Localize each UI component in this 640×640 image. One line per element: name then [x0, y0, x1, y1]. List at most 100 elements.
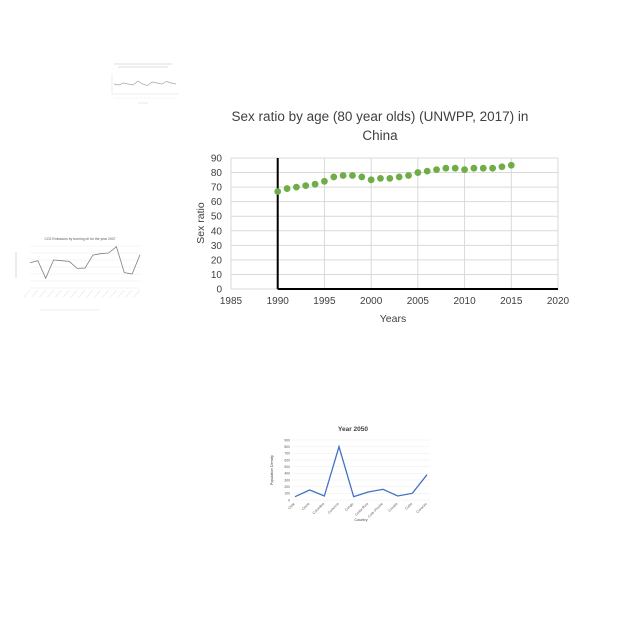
data-point — [433, 166, 440, 174]
y-tick-label: 90 — [211, 154, 223, 165]
x-tick-label: 2000 — [360, 296, 383, 307]
pd-x-axis-label: Country — [354, 518, 367, 522]
co2-chart-svg: CO2 Emissions by burning oil for the yea… — [15, 237, 141, 311]
pd-y-tick-label: 500 — [284, 465, 290, 469]
pd-y-tick-label: 300 — [284, 478, 290, 482]
pd-y-tick-label: 600 — [284, 458, 290, 462]
x-tick-label: 1990 — [267, 296, 290, 307]
y-tick-label: 60 — [211, 197, 223, 208]
x-tick-label: 1985 — [220, 296, 243, 307]
pd-y-tick-label: 400 — [284, 472, 290, 476]
y-tick-label: 0 — [216, 285, 222, 296]
data-point — [489, 164, 496, 172]
pd-x-tick-label: Cote d'Ivoire — [367, 502, 384, 519]
co2-x-tick-mark — [110, 289, 117, 298]
sex-ratio-chart-svg: Sex ratio by age (80 year olds) (UNWPP, … — [195, 109, 570, 325]
data-point — [358, 173, 366, 181]
population-density-chart-svg: Year 2050 0 100 200 300 400 500 600 700 800 900 C… — [270, 426, 430, 522]
thumbnail-top-series-line — [113, 80, 177, 86]
sex-ratio-chart: Sex ratio by age (80 year olds) (UNWPP, … — [180, 100, 580, 330]
co2-x-tick-mark — [39, 289, 46, 298]
co2-x-tick-mark — [125, 289, 133, 298]
data-point — [395, 173, 403, 181]
pd-gridlines — [292, 439, 430, 501]
data-point — [498, 163, 506, 171]
y-tick-label: 20 — [211, 255, 223, 266]
pd-series-line — [294, 444, 428, 498]
pd-x-tick-label: Comoros — [327, 502, 340, 515]
data-point — [414, 169, 422, 176]
data-point — [451, 164, 459, 172]
pd-y-tick-label: 700 — [284, 452, 290, 456]
x-tick-label: 2010 — [453, 296, 476, 307]
pd-x-tick-label: Chile — [287, 502, 296, 511]
x-tick-label: 2005 — [407, 296, 430, 307]
thumbnail-chart-co2: CO2 Emissions by burning oil for the yea… — [10, 236, 144, 314]
co2-x-tick-mark — [70, 289, 78, 298]
data-point — [302, 182, 310, 190]
data-point — [470, 164, 478, 172]
co2-chart-title: CO2 Emissions by burning oil for the yea… — [44, 237, 115, 241]
data-point — [321, 177, 328, 185]
chart-title-line-2: China — [362, 128, 398, 143]
co2-x-tick-mark — [102, 289, 109, 298]
data-point — [507, 161, 515, 169]
pd-x-tick-labels: Chile China Colombia Comoros Congo Costa Rica… — [287, 502, 428, 519]
y-tick-label: 70 — [211, 183, 223, 194]
co2-x-tick-mark — [23, 289, 31, 298]
pd-x-tick-label: Curacao — [416, 502, 428, 514]
data-point — [339, 172, 347, 179]
data-point — [283, 185, 291, 192]
co2-x-tick-mark — [94, 289, 101, 298]
data-point — [405, 172, 412, 179]
y-tick-label: 30 — [211, 241, 223, 252]
pd-x-tick-label: Croatia — [388, 502, 399, 513]
data-point — [377, 174, 384, 182]
co2-x-tick-mark — [86, 289, 94, 298]
y-tick-label: 10 — [211, 270, 223, 281]
data-point — [330, 173, 338, 181]
co2-x-tick-mark — [118, 289, 125, 298]
pd-x-tick-label: Cuba — [404, 502, 413, 511]
data-point — [274, 188, 282, 195]
co2-x-tick-mark — [133, 289, 141, 298]
x-tick-label: 2020 — [547, 296, 570, 307]
gridlines — [230, 157, 559, 290]
thumbnail-chart-top — [104, 62, 182, 106]
x-axis-label: Years — [380, 313, 406, 325]
data-point — [442, 164, 450, 172]
x-tick-labels: 1985 1990 1995 2000 2005 2010 2015 2020 — [220, 296, 570, 307]
data-point — [349, 172, 356, 179]
pd-y-tick-label: 200 — [284, 485, 290, 489]
pd-x-tick-label: China — [301, 502, 310, 511]
data-point — [367, 176, 375, 184]
pd-y-axis-label: Population Density — [270, 455, 274, 485]
pd-x-tick-label: Congo — [344, 502, 354, 512]
data-point — [386, 174, 394, 182]
y-axis-label: Sex ratio — [195, 202, 207, 244]
x-tick-label: 1995 — [313, 296, 336, 307]
chart-title-line-1: Sex ratio by age (80 year olds) (UNWPP, … — [232, 109, 529, 124]
pd-y-tick-label: 0 — [288, 498, 290, 502]
data-point — [311, 180, 319, 188]
data-point — [461, 166, 468, 174]
x-tick-label: 2015 — [500, 296, 523, 307]
thumbnail-top-svg — [111, 63, 178, 104]
co2-x-tick-mark — [63, 289, 70, 298]
pd-y-tick-label: 100 — [284, 492, 290, 496]
y-tick-label: 50 — [211, 212, 223, 223]
data-point — [423, 167, 431, 175]
y-tick-labels: 0 10 20 30 40 50 60 70 80 90 — [211, 154, 223, 296]
pd-y-tick-label: 900 — [284, 438, 290, 442]
pd-chart-title: Year 2050 — [338, 426, 368, 433]
data-point — [293, 183, 300, 191]
pd-y-tick-label: 800 — [284, 445, 290, 449]
co2-series-line — [29, 246, 141, 280]
thumbnail-chart-2050: Year 2050 0 100 200 300 400 500 600 700 800 900 C… — [264, 420, 442, 528]
co2-gridlines — [23, 245, 141, 298]
co2-x-tick-mark — [55, 289, 62, 298]
pd-x-tick-label: Colombia — [312, 502, 325, 515]
data-points — [274, 161, 515, 195]
y-tick-label: 80 — [211, 168, 223, 179]
co2-x-tick-mark — [78, 289, 86, 298]
